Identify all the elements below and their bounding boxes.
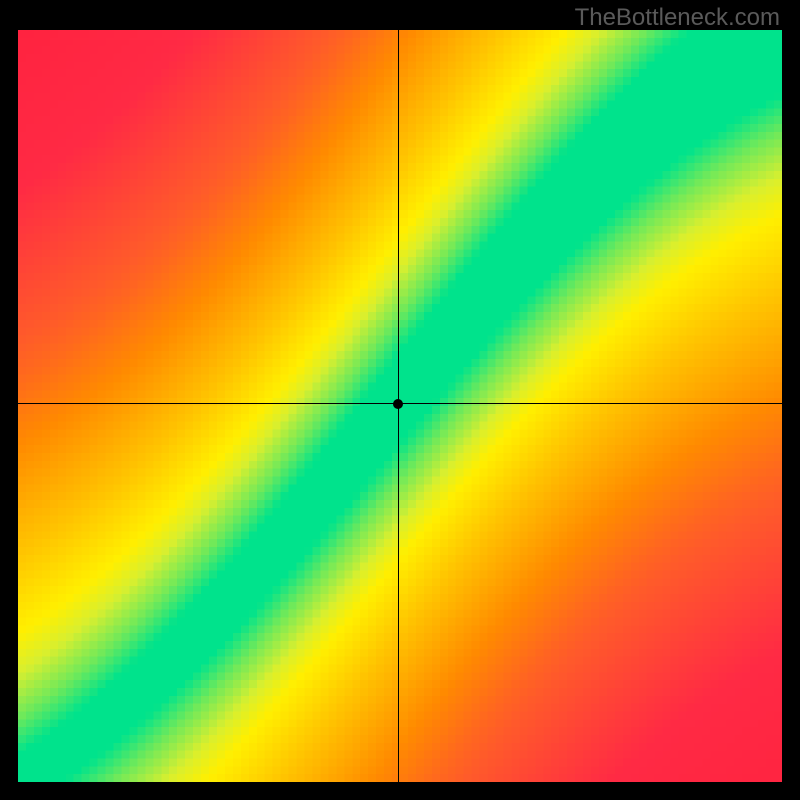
chart-frame: TheBottleneck.com: [0, 0, 800, 800]
watermark-text: TheBottleneck.com: [575, 4, 780, 32]
heatmap-plot: [18, 30, 782, 782]
